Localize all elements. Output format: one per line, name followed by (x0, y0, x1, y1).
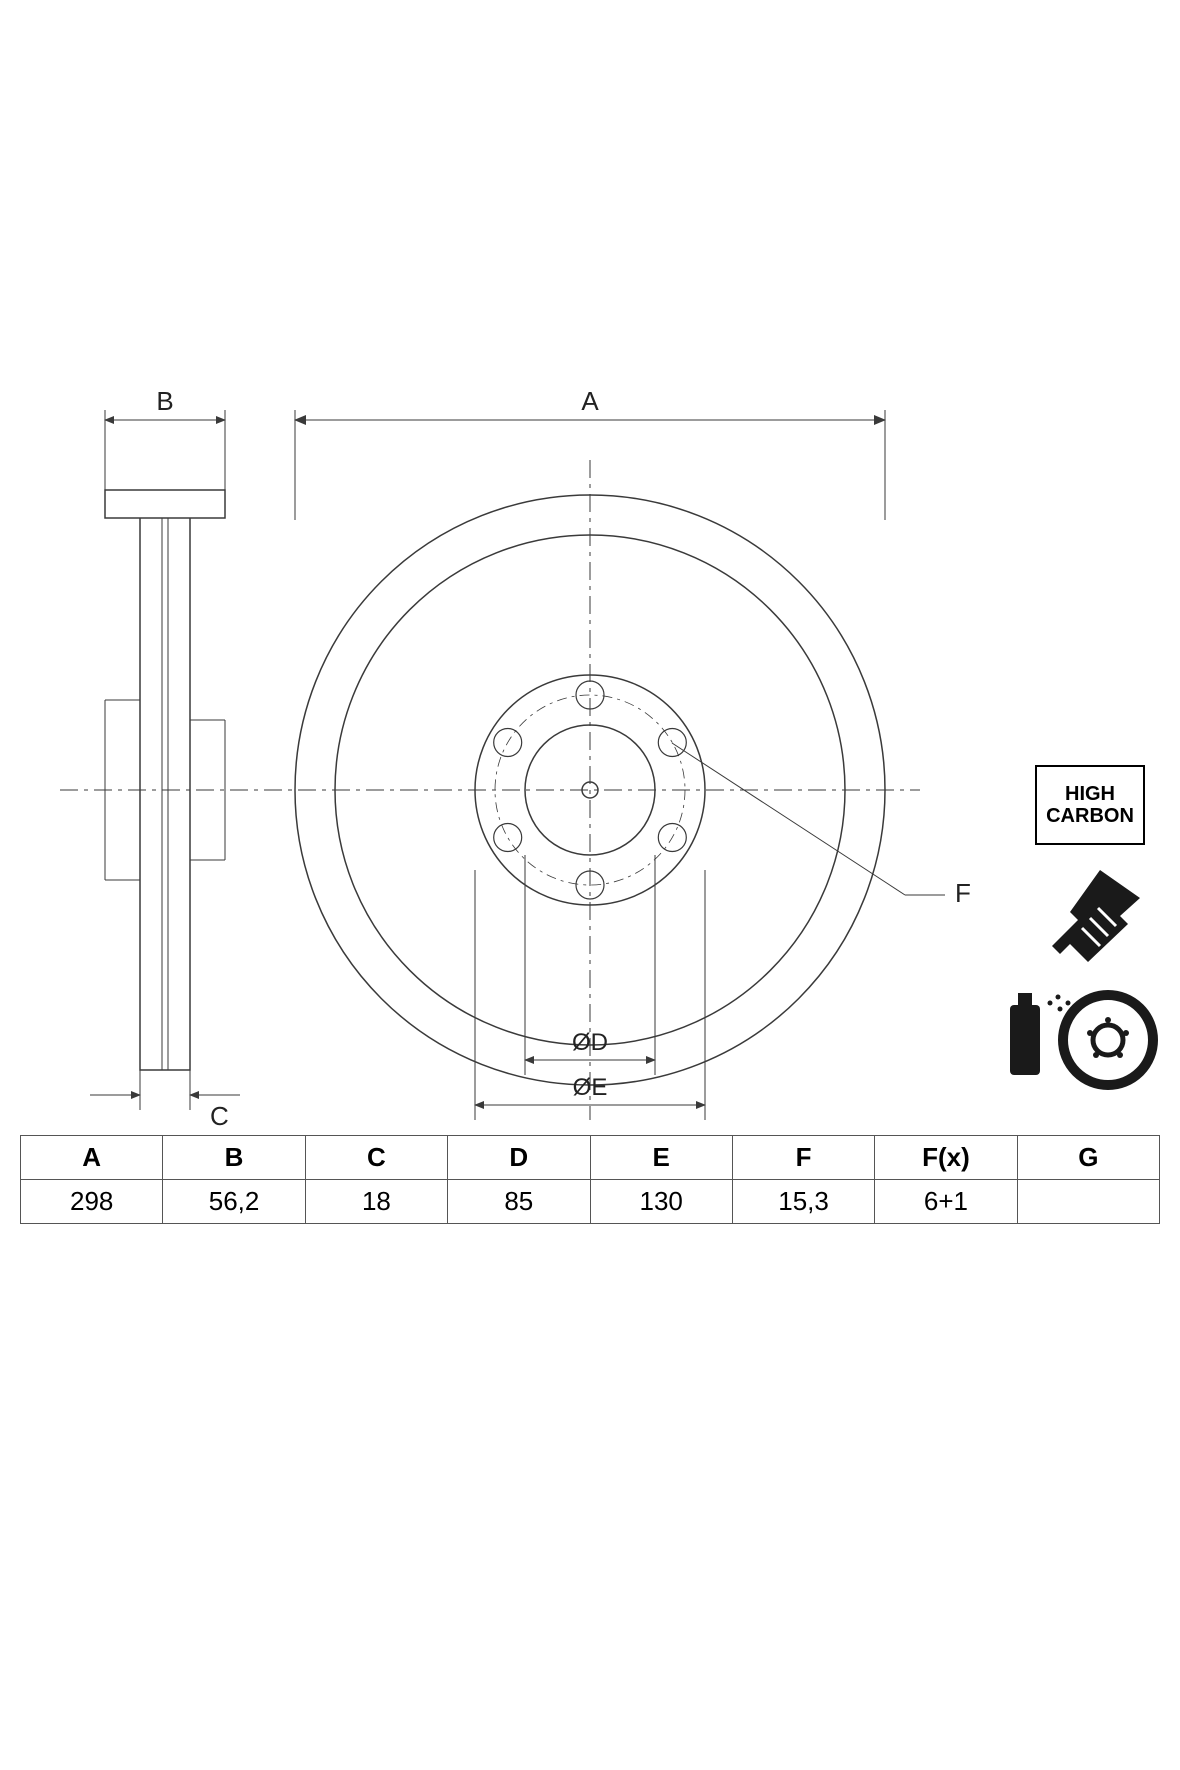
val-c: 18 (305, 1180, 447, 1224)
technical-drawing: A B C ØD ØE F (0, 0, 1180, 1770)
col-d: D (448, 1136, 590, 1180)
col-e: E (590, 1136, 732, 1180)
screw-icon (1052, 870, 1140, 962)
val-a: 298 (21, 1180, 163, 1224)
dim-b-label: B (156, 386, 173, 416)
dim-c-label: C (210, 1101, 229, 1131)
side-view (105, 490, 225, 1070)
val-b: 56,2 (163, 1180, 305, 1224)
col-a: A (21, 1136, 163, 1180)
val-d: 85 (448, 1180, 590, 1224)
high-carbon-badge: HIGH CARBON (1035, 765, 1145, 845)
val-g (1017, 1180, 1159, 1224)
dim-c: C (90, 1070, 240, 1131)
high-carbon-line1: HIGH (1046, 783, 1134, 805)
val-e: 130 (590, 1180, 732, 1224)
coating-icon (1010, 993, 1153, 1085)
col-fx: F(x) (875, 1136, 1017, 1180)
col-b: B (163, 1136, 305, 1180)
table-header-row: A B C D E F F(x) G (21, 1136, 1160, 1180)
dim-f: F (672, 743, 971, 908)
high-carbon-line2: CARBON (1046, 805, 1134, 827)
dim-d-label: ØD (572, 1029, 608, 1056)
dimensions-table: A B C D E F F(x) G 298 56,2 18 85 130 15… (20, 1135, 1160, 1224)
col-f: F (732, 1136, 874, 1180)
dim-b: B (105, 386, 225, 490)
val-fx: 6+1 (875, 1180, 1017, 1224)
val-f: 15,3 (732, 1180, 874, 1224)
dim-e-label: ØE (573, 1074, 608, 1101)
col-c: C (305, 1136, 447, 1180)
dim-f-label: F (955, 878, 971, 908)
dim-a-label: A (581, 386, 599, 416)
dim-d: ØD (525, 855, 655, 1075)
table-value-row: 298 56,2 18 85 130 15,3 6+1 (21, 1180, 1160, 1224)
col-g: G (1017, 1136, 1159, 1180)
